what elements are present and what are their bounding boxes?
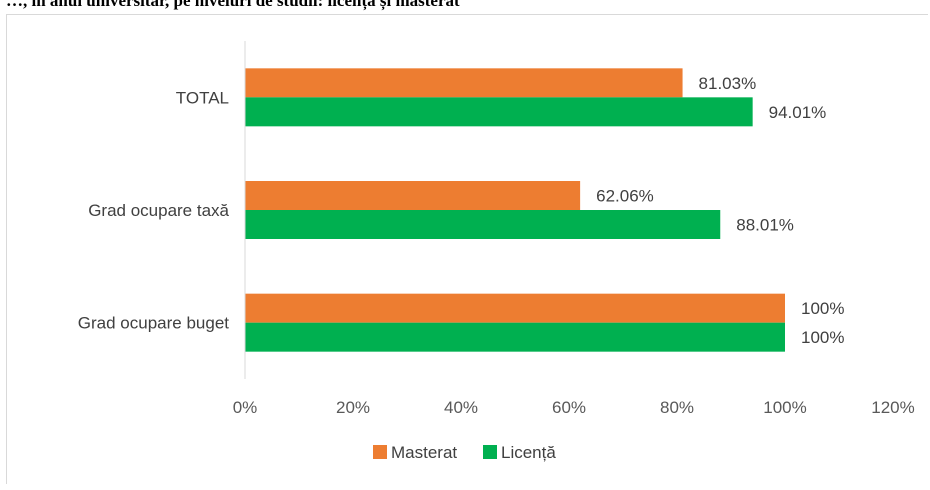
category-label: Grad ocupare taxă <box>88 201 229 220</box>
category-label: TOTAL <box>176 88 229 107</box>
x-tick-labels-group: 0% 20% 40% 60% 80% 100% 120% <box>233 398 915 417</box>
legend-label: Licență <box>501 443 556 462</box>
x-tick-label: 20% <box>336 398 370 417</box>
category-labels-group: Grad ocupare buget Grad ocupare taxă TOTAL <box>78 88 230 332</box>
legend-swatch <box>483 445 497 459</box>
legend-swatch <box>373 445 387 459</box>
legend[interactable]: Masterat Licență <box>373 443 556 462</box>
data-label: 81.03% <box>699 74 757 93</box>
chart-frame: 100% 100% 62.06% 88.01% 81.03% 94.01% Grad oc… <box>6 14 928 484</box>
x-tick-label: 60% <box>552 398 586 417</box>
bar-masterat-1 <box>245 181 581 210</box>
bars-group <box>245 68 785 352</box>
bar-licen-0 <box>245 322 785 352</box>
category-label: Grad ocupare buget <box>78 314 229 333</box>
data-label: 94.01% <box>769 103 827 122</box>
legend-label: Masterat <box>391 443 457 462</box>
bar-licen-2 <box>245 97 753 127</box>
data-label: 88.01% <box>736 216 794 235</box>
bar-chart: 100% 100% 62.06% 88.01% 81.03% 94.01% Grad oc… <box>78 41 915 462</box>
bar-licen-1 <box>245 210 721 239</box>
x-tick-label: 40% <box>444 398 478 417</box>
data-label: 62.06% <box>596 187 654 206</box>
x-tick-label: 0% <box>233 398 258 417</box>
clipped-title: …, în anul universitar, pe niveluri de s… <box>6 0 460 10</box>
data-label: 100% <box>801 299 844 318</box>
x-tick-label: 120% <box>871 398 914 417</box>
x-tick-label: 100% <box>763 398 806 417</box>
bar-masterat-2 <box>245 68 683 98</box>
bar-labels-group: 100% 100% 62.06% 88.01% 81.03% 94.01% <box>596 74 844 347</box>
data-label: 100% <box>801 328 844 347</box>
x-tick-label: 80% <box>660 398 694 417</box>
bar-masterat-0 <box>245 293 785 323</box>
